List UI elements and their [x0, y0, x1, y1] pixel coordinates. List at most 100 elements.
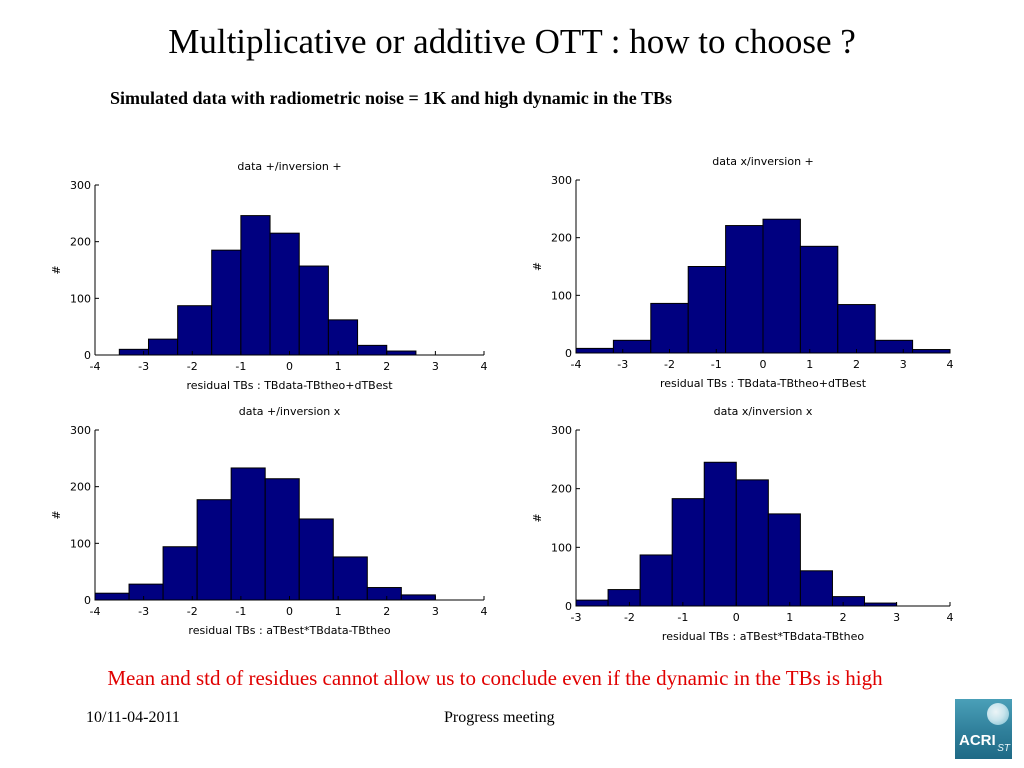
- histogram-bar: [762, 218, 801, 354]
- x-tick-label: 0: [760, 358, 767, 371]
- x-tick-label: -2: [187, 360, 198, 373]
- y-tick-label: 200: [70, 481, 91, 494]
- x-tick-label: -3: [617, 358, 628, 371]
- histogram-panel: 0 100 200 300 -3 -2 -1 0 1 2 3 4 data x/inversion x r…: [531, 405, 954, 643]
- histogram-bar: [162, 546, 198, 601]
- y-axis-label: #: [50, 265, 63, 274]
- slide-title: Multiplicative or additive OTT : how to …: [168, 22, 856, 61]
- y-tick-label: 300: [70, 179, 91, 192]
- histogram-bar: [298, 518, 334, 601]
- x-tick-label: 1: [335, 360, 342, 373]
- globe-icon: [987, 703, 1009, 725]
- y-axis-label: #: [531, 513, 544, 522]
- chart-title: data +/inversion +: [237, 160, 341, 173]
- y-tick-label: 200: [70, 236, 91, 249]
- x-tick-label: 2: [853, 358, 860, 371]
- y-tick-label: 100: [70, 537, 91, 550]
- x-tick-label: -4: [90, 605, 101, 618]
- x-tick-label: -1: [235, 605, 246, 618]
- chart-title: data x/inversion +: [712, 155, 814, 168]
- histogram-bar: [386, 350, 417, 356]
- footer-date: 10/11-04-2011: [86, 709, 180, 726]
- x-axis-label: residual TBs : aTBest*TBdata-TBtheo: [188, 624, 390, 637]
- histogram-bar: [128, 583, 164, 601]
- histogram-panel: 0 100 200 300 -4 -3 -2 -1 0 1 2 3 4 data +/inversion …: [50, 405, 488, 637]
- histogram-bar: [366, 587, 402, 601]
- x-tick-label: 3: [432, 360, 439, 373]
- histogram-bar: [703, 461, 737, 607]
- x-tick-label: 2: [383, 360, 390, 373]
- histogram-bar: [639, 554, 673, 607]
- histogram-bar: [687, 266, 727, 354]
- y-tick-label: 300: [70, 424, 91, 437]
- y-tick-label: 200: [551, 483, 572, 496]
- x-tick-label: 4: [947, 358, 954, 371]
- y-tick-label: 200: [551, 232, 572, 245]
- x-tick-label: 3: [893, 611, 900, 624]
- histogram-bar: [799, 245, 839, 354]
- x-tick-label: 0: [733, 611, 740, 624]
- histogram-bar: [767, 513, 801, 607]
- x-axis-label: residual TBs : TBdata-TBtheo+dTBest: [660, 377, 867, 390]
- histogram-bar: [230, 467, 266, 601]
- y-tick-label: 100: [551, 541, 572, 554]
- x-tick-label: 2: [840, 611, 847, 624]
- x-tick-label: 3: [432, 605, 439, 618]
- x-tick-label: 4: [481, 605, 488, 618]
- x-tick-label: 0: [286, 605, 293, 618]
- x-tick-label: -1: [677, 611, 688, 624]
- x-tick-label: -2: [624, 611, 635, 624]
- histogram-bar: [298, 265, 329, 356]
- histogram-bar: [735, 479, 769, 607]
- y-tick-label: 100: [70, 292, 91, 305]
- y-axis-label: #: [50, 510, 63, 519]
- slide-subtitle: Simulated data with radiometric noise = …: [110, 88, 672, 108]
- y-tick-label: 0: [84, 349, 91, 362]
- histogram-bar: [725, 225, 764, 354]
- histogram-bar: [671, 498, 705, 607]
- histogram-bar: [575, 599, 609, 607]
- histogram-bar: [177, 305, 213, 356]
- x-tick-label: 2: [383, 605, 390, 618]
- y-tick-label: 300: [551, 174, 572, 187]
- x-tick-label: -3: [138, 360, 149, 373]
- x-tick-label: 1: [806, 358, 813, 371]
- histogram-bar: [147, 338, 179, 356]
- y-tick-label: 0: [565, 347, 572, 360]
- x-tick-label: 1: [335, 605, 342, 618]
- x-tick-label: 4: [947, 611, 954, 624]
- histogram-bar: [269, 232, 300, 356]
- histogram-bar: [196, 499, 232, 601]
- histogram-bar: [211, 249, 242, 356]
- chart-title: data +/inversion x: [239, 405, 341, 418]
- y-tick-label: 100: [551, 289, 572, 302]
- histogram-panel: 0 100 200 300 -4 -3 -2 -1 0 1 2 3 4 data x/inversion …: [531, 155, 954, 390]
- histogram-bar: [94, 592, 130, 601]
- histogram-bar: [400, 594, 436, 601]
- x-axis-label: residual TBs : TBdata-TBtheo+dTBest: [186, 379, 393, 392]
- y-axis-label: #: [531, 262, 544, 271]
- histogram-bar: [837, 304, 876, 354]
- logo-sub: ST: [997, 743, 1010, 754]
- histogram-bar: [575, 347, 614, 354]
- x-tick-label: 4: [481, 360, 488, 373]
- histogram-bar: [831, 596, 866, 607]
- histogram-bar: [650, 302, 689, 354]
- x-tick-label: -1: [235, 360, 246, 373]
- histogram-bar: [264, 478, 300, 601]
- y-tick-label: 300: [551, 424, 572, 437]
- x-tick-label: 3: [900, 358, 907, 371]
- histogram-bar: [799, 570, 833, 607]
- x-tick-label: -3: [138, 605, 149, 618]
- y-tick-label: 0: [565, 600, 572, 613]
- x-tick-label: -4: [90, 360, 101, 373]
- x-tick-label: -3: [571, 611, 582, 624]
- histogram-bar: [607, 589, 641, 607]
- footer-meeting-title: Progress meeting: [444, 709, 555, 726]
- histogram-bar: [327, 319, 359, 356]
- x-tick-label: 0: [286, 360, 293, 373]
- x-tick-label: -1: [711, 358, 722, 371]
- x-tick-label: 1: [786, 611, 793, 624]
- histogram-bar: [357, 344, 388, 356]
